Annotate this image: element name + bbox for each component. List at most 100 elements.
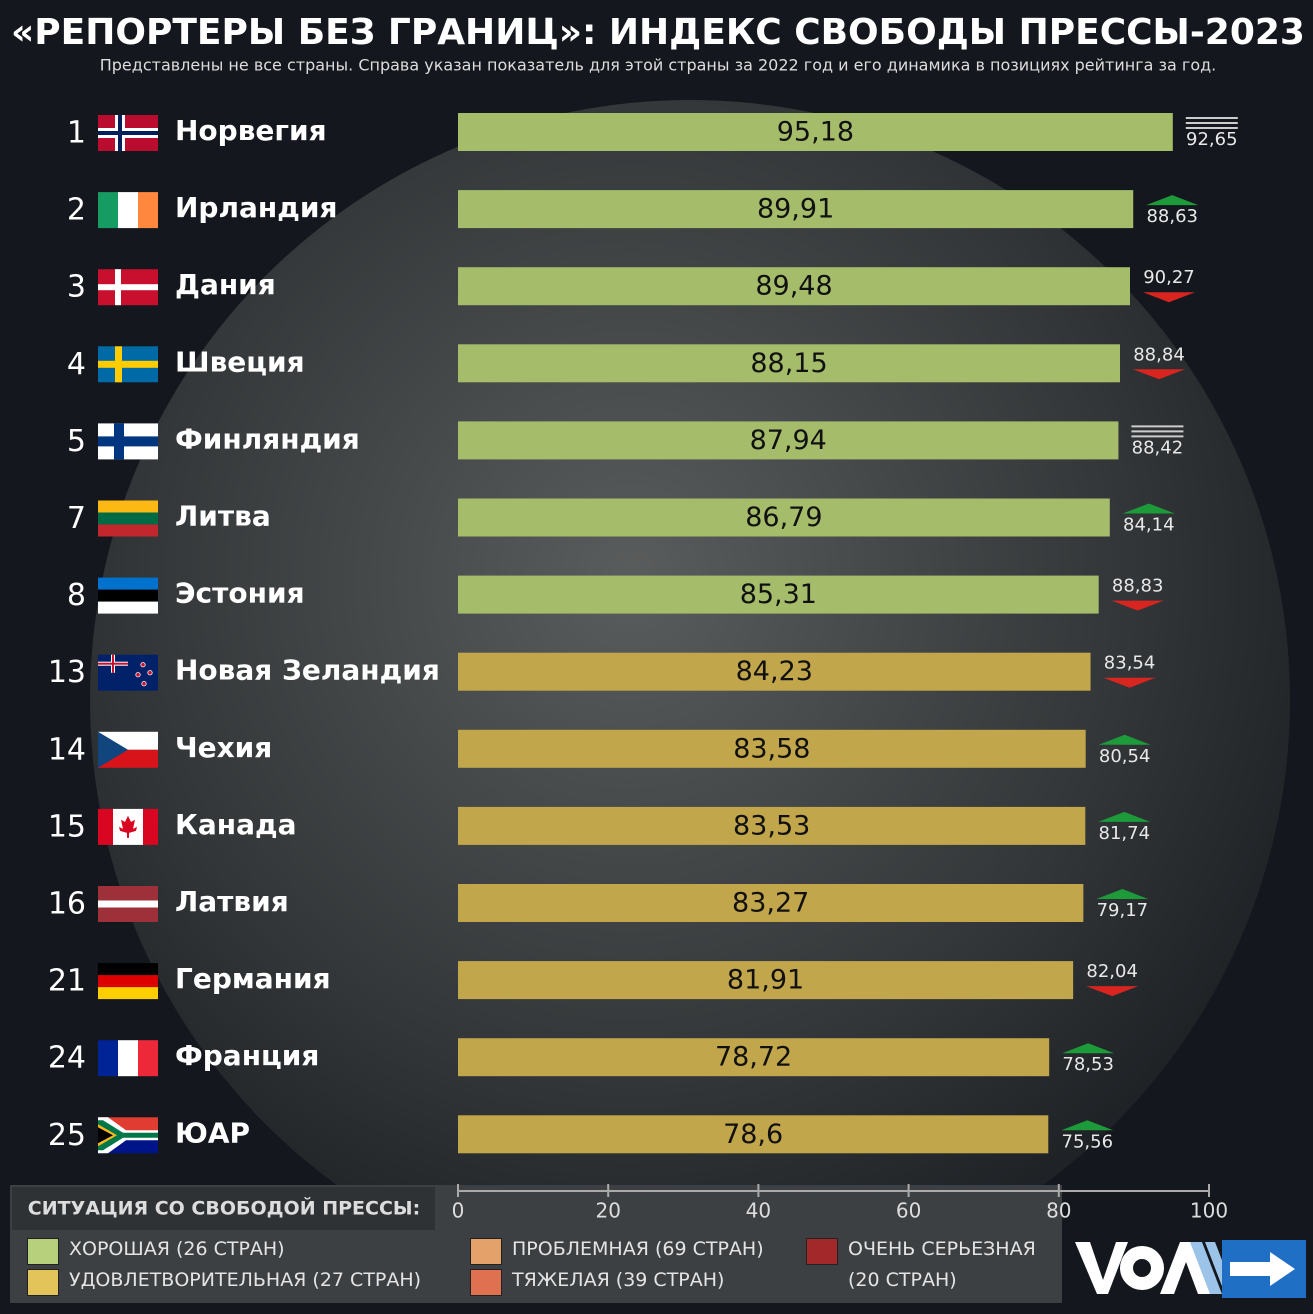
flag-part [98, 1120, 158, 1151]
flag-part [98, 192, 118, 229]
country-name: Финляндия [175, 422, 360, 455]
legend-title: СИТУАЦИЯ СО СВОБОДОЙ ПРЕССЫ: [28, 1197, 420, 1220]
legend-title-box [12, 1187, 435, 1230]
value-2022: 75,56 [1062, 1131, 1114, 1152]
country-name: Латвия [175, 885, 289, 918]
country-name: Германия [175, 962, 331, 995]
value-2022: 88,42 [1132, 437, 1184, 458]
flag [98, 731, 158, 768]
flag-part [119, 815, 137, 838]
value-label: 83,53 [733, 810, 810, 841]
flag-part [141, 681, 147, 687]
value-2022: 88,63 [1146, 206, 1198, 227]
flag-part [98, 524, 158, 537]
flag [98, 963, 158, 1000]
trend-down [1111, 600, 1164, 611]
trend-down [1086, 986, 1139, 997]
bar [458, 113, 1173, 151]
value-label: 78,72 [715, 1042, 792, 1073]
value-label: 88,15 [750, 348, 827, 379]
value-label: 85,31 [740, 579, 817, 610]
rank: 14 [48, 732, 86, 767]
trend-down [1133, 369, 1186, 380]
voa-logo [1070, 1237, 1306, 1299]
flag-part [118, 192, 138, 229]
value-2022: 81,74 [1099, 823, 1151, 844]
country-name: Чехия [175, 731, 272, 764]
bar [458, 498, 1110, 537]
flag-part [98, 808, 113, 845]
rank: 7 [67, 501, 86, 536]
rank: 16 [48, 887, 86, 922]
trend-up [1098, 811, 1151, 822]
flag [98, 423, 158, 460]
legend-swatch [470, 1238, 502, 1265]
flag-part [138, 192, 158, 229]
flag-part [98, 284, 158, 291]
legend-item: УДОВЛЕТВОРИТЕЛЬНАЯ (27 СТРАН) [27, 1269, 447, 1296]
trend-down [1142, 292, 1195, 303]
rank: 1 [67, 116, 86, 151]
bar [458, 421, 1119, 460]
flag [98, 192, 158, 229]
legend-item: ОЧЕНЬ СЕРЬЕЗНАЯ (20 СТРАН) [806, 1238, 1056, 1296]
value-2022: 88,83 [1112, 576, 1164, 597]
rank: 5 [67, 424, 86, 459]
value-label: 78,6 [723, 1119, 783, 1150]
country-name: Литва [175, 500, 271, 533]
flag-part [98, 987, 158, 1000]
flag [98, 115, 158, 151]
country-name: Дания [175, 268, 276, 301]
x-tick-label: 60 [896, 1199, 921, 1223]
flag-part [135, 672, 141, 678]
bar [458, 652, 1091, 691]
legend-label: ОЧЕНЬ СЕРЬЕЗНАЯ (20 СТРАН) [848, 1238, 1036, 1291]
trend-up [1098, 734, 1151, 745]
legend-swatch [806, 1238, 838, 1265]
flag [98, 808, 158, 845]
rank: 15 [48, 809, 86, 844]
bar [458, 961, 1074, 1000]
legend-swatch [470, 1269, 502, 1296]
value-2022: 88,84 [1133, 344, 1185, 365]
value-label: 83,27 [732, 888, 809, 919]
flag [98, 346, 158, 383]
bar [458, 190, 1134, 229]
flag-part [98, 360, 158, 368]
legend-label: ТЯЖЕЛАЯ (39 СТРАН) [512, 1269, 725, 1291]
flag-part [98, 601, 158, 614]
country-name: Швеция [175, 345, 305, 378]
legend-swatch [27, 1269, 59, 1296]
bar [458, 806, 1086, 845]
flag-part [98, 975, 158, 988]
flag-part [118, 1040, 138, 1077]
value-2022: 80,54 [1099, 746, 1151, 767]
value-label: 84,23 [736, 656, 813, 687]
rank: 21 [48, 964, 86, 999]
value-2022: 90,27 [1143, 267, 1195, 288]
rank: 25 [48, 1118, 86, 1153]
value-2022: 83,54 [1104, 653, 1156, 674]
x-tick-label: 80 [1046, 1199, 1071, 1223]
x-tick-label: 40 [746, 1199, 771, 1223]
flag-part [98, 500, 158, 513]
flag-part [98, 436, 158, 447]
flag [98, 577, 158, 614]
rank: 3 [67, 270, 86, 305]
flag [98, 1117, 158, 1154]
bar [458, 1038, 1050, 1077]
flag-part [138, 1040, 158, 1077]
legend-item: ПРОБЛЕМНАЯ (69 СТРАН) [470, 1238, 790, 1265]
rank: 2 [67, 193, 86, 228]
country-name: Франция [175, 1039, 319, 1072]
legend-item: ТЯЖЕЛАЯ (39 СТРАН) [470, 1269, 790, 1296]
bar [458, 267, 1130, 306]
value-label: 87,94 [750, 425, 827, 456]
flag [98, 886, 158, 922]
value-label: 86,79 [745, 502, 822, 533]
flag [98, 500, 158, 537]
flag [98, 269, 158, 306]
rank: 8 [67, 578, 86, 613]
rank: 13 [48, 655, 86, 690]
